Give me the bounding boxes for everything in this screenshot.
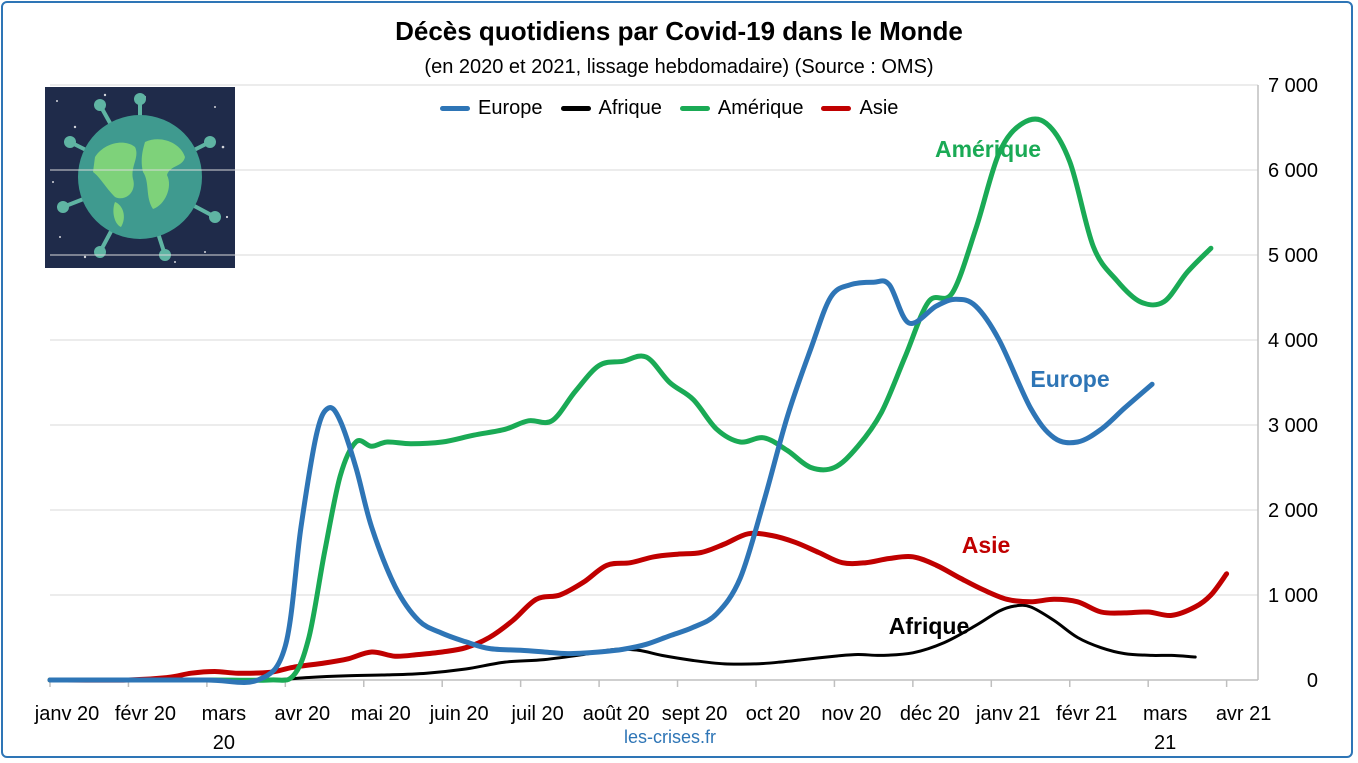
legend-item-afrique: Afrique	[560, 97, 662, 120]
legend-label-europe: Europe	[478, 97, 543, 119]
series-line-europe	[47, 278, 1155, 686]
covid-globe-icon	[45, 87, 235, 268]
legend-swatch-europe	[440, 106, 470, 111]
y-tick-label: 0	[1307, 670, 1318, 692]
x-tick-label: sept 20	[662, 703, 728, 725]
y-tick-label: 7 000	[1268, 75, 1318, 97]
legend-swatch-afrique	[560, 106, 591, 111]
chart-legend: Europe Afrique Amérique Asie	[440, 97, 916, 120]
x-tick-label: avr 20	[275, 703, 331, 725]
series-line-afrique	[48, 603, 1197, 682]
series-line-asie	[47, 530, 1230, 683]
legend-label-asie: Asie	[859, 97, 899, 119]
legend-label-amerique: Amérique	[717, 97, 804, 119]
x-tick-label: août 20	[583, 703, 650, 725]
y-tick-label: 4 000	[1268, 330, 1318, 352]
x-tick-label: nov 20	[821, 703, 881, 725]
x-tick-label: 21	[1154, 732, 1176, 754]
y-tick-label: 1 000	[1268, 585, 1318, 607]
legend-swatch-amerique	[679, 106, 710, 111]
chart-subtitle: (en 2020 et 2021, lissage hebdomadaire) …	[424, 56, 934, 78]
x-tick-label: 20	[213, 732, 235, 754]
source-label: les-crises.fr	[623, 727, 716, 747]
legend-item-asie: Asie	[821, 97, 898, 120]
y-tick-label: 3 000	[1268, 415, 1318, 437]
legend-item-europe: Europe	[440, 97, 543, 120]
chart-title: Décès quotidiens par Covid-19 dans le Mo…	[395, 16, 963, 46]
annotation-asie: Asie	[962, 532, 1011, 558]
covid-globe-image	[45, 87, 235, 268]
x-tick-label: mai 20	[351, 703, 411, 725]
x-tick-label: janv 21	[975, 703, 1041, 725]
x-tick-label: avr 21	[1216, 703, 1272, 725]
x-tick-label: déc 20	[900, 703, 960, 725]
y-tick-label: 5 000	[1268, 245, 1318, 267]
x-tick-label: oct 20	[746, 703, 800, 725]
y-tick-label: 2 000	[1268, 500, 1318, 522]
x-tick-label: mars	[1143, 703, 1187, 725]
legend-swatch-asie	[821, 106, 852, 111]
legend-label-afrique: Afrique	[598, 97, 662, 119]
x-tick-label: juil 20	[511, 703, 564, 725]
x-tick-label: févr 21	[1056, 703, 1117, 725]
x-tick-label: mars	[202, 703, 246, 725]
annotation-europe: Europe	[1030, 366, 1109, 392]
x-tick-label: juin 20	[429, 703, 489, 725]
annotation-afrique: Afrique	[889, 613, 970, 639]
x-tick-label: févr 20	[115, 703, 176, 725]
annotation-amerique: Amérique	[935, 136, 1041, 162]
legend-item-amerique: Amérique	[679, 97, 804, 120]
x-tick-label: janv 20	[34, 703, 100, 725]
y-tick-label: 6 000	[1268, 160, 1318, 182]
series-line-amerique	[47, 116, 1214, 683]
